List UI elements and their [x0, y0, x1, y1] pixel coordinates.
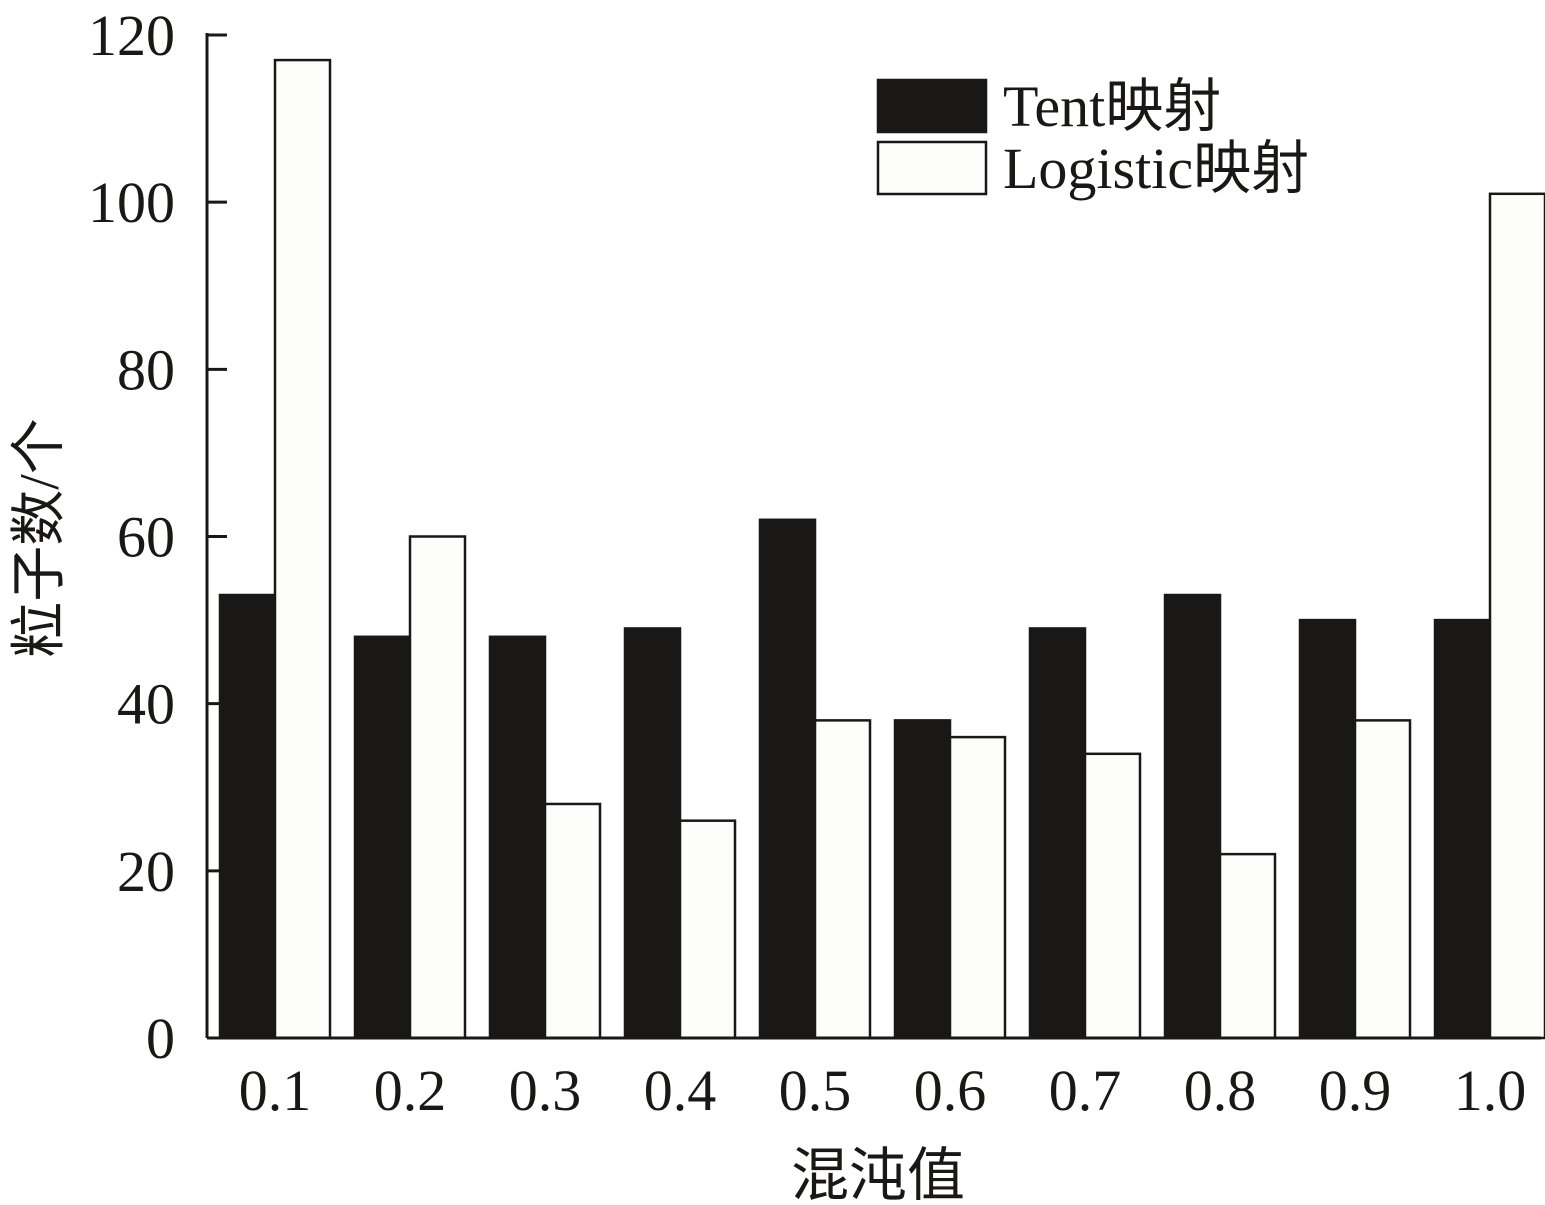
x-axis-label: 混沌值 [791, 1143, 965, 1205]
legend-label-logistic: Logistic映射 [1003, 136, 1309, 201]
x-tick-label-0.2: 0.2 [374, 1058, 447, 1123]
x-tick-label-0.6: 0.6 [914, 1058, 987, 1123]
bar-tent-0.6 [893, 719, 952, 1040]
y-axis-label: 粒子数/个 [9, 418, 71, 658]
legend-label-tent: Tent映射 [1003, 74, 1221, 139]
legend-swatch-tent [876, 78, 988, 134]
x-tick-label-0.1: 0.1 [239, 1058, 312, 1123]
bar-tent-0.3 [488, 635, 547, 1040]
y-tick-label-60: 60 [117, 505, 175, 570]
bar-logistic-0.5 [813, 719, 872, 1040]
x-tick-label-1.0: 1.0 [1454, 1058, 1527, 1123]
bar-tent-1.0 [1433, 618, 1492, 1040]
bar-logistic-0.2 [408, 535, 467, 1040]
x-tick-label-0.7: 0.7 [1049, 1058, 1122, 1123]
bar-tent-0.1 [218, 593, 277, 1040]
y-tick-label-20: 20 [117, 839, 175, 904]
y-tick-label-0: 0 [146, 1006, 175, 1071]
bars-group [218, 58, 1545, 1040]
x-tick-label-0.4: 0.4 [644, 1058, 717, 1123]
legend-swatch-logistic [876, 140, 988, 196]
y-tick-label-80: 80 [117, 337, 175, 402]
x-tick-label-0.3: 0.3 [509, 1058, 582, 1123]
bar-logistic-0.1 [273, 58, 332, 1040]
bar-logistic-0.3 [543, 802, 602, 1040]
bar-tent-0.7 [1028, 627, 1087, 1040]
bar-logistic-0.9 [1353, 719, 1412, 1040]
x-tick-label-0.5: 0.5 [779, 1058, 852, 1123]
bar-logistic-0.8 [1218, 852, 1277, 1040]
bar-tent-0.9 [1298, 618, 1357, 1040]
bar-logistic-0.7 [1083, 752, 1142, 1040]
bar-tent-0.2 [353, 635, 412, 1040]
x-tick-label-0.8: 0.8 [1184, 1058, 1257, 1123]
ticks-group: 0 20 40 60 80 100 120 0.1 0.2 0.3 0.4 0.5 0.6 0.7 0.8 0… [88, 3, 1526, 1123]
bar-tent-0.4 [623, 627, 682, 1040]
bar-tent-0.8 [1163, 593, 1222, 1040]
y-tick-label-120: 120 [88, 3, 175, 68]
bar-logistic-1.0 [1488, 192, 1545, 1040]
x-tick-label-0.9: 0.9 [1319, 1058, 1392, 1123]
y-tick-label-40: 40 [117, 672, 175, 737]
bar-logistic-0.4 [678, 819, 737, 1040]
y-tick-label-100: 100 [88, 170, 175, 235]
bar-tent-0.5 [758, 518, 817, 1040]
bar-logistic-0.6 [948, 735, 1007, 1040]
